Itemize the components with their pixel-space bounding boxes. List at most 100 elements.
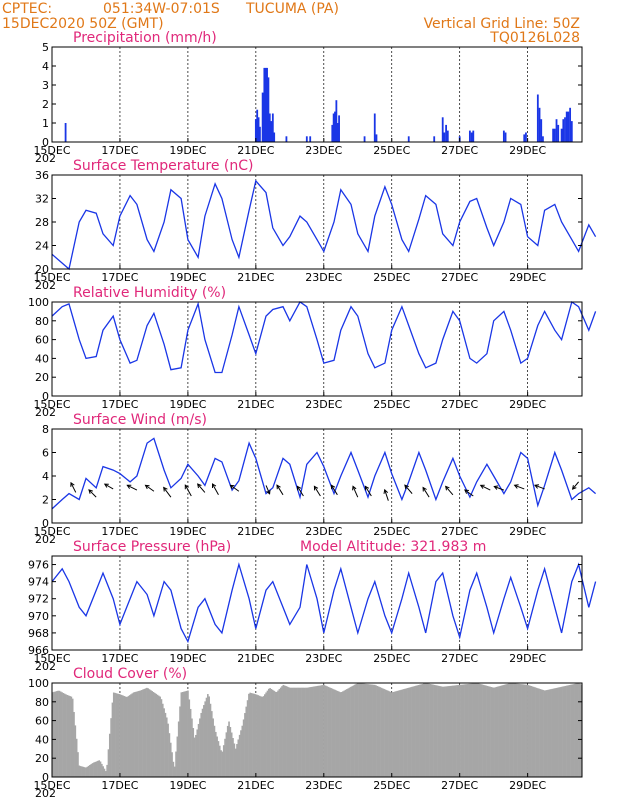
cloud-area-bar [351, 686, 354, 777]
cloud-area-bar [65, 694, 67, 777]
cloud-area-bar [93, 762, 95, 777]
cloud-area-bar [481, 684, 483, 777]
wind-arrow-head [212, 483, 217, 488]
cloud-area-bar [299, 687, 302, 777]
precip-bar [259, 126, 261, 142]
cloud-area-bar [448, 686, 450, 777]
cloud-area-bar [285, 686, 287, 777]
cloud-area-bar [354, 684, 356, 777]
cloud-area-bar [244, 713, 246, 777]
cloud-area-bar [376, 686, 379, 777]
cloud-area-bar [131, 693, 134, 777]
cloud-area-bar [151, 691, 153, 777]
cloud-area-bar [216, 736, 218, 777]
cloud-area-bar [168, 733, 171, 777]
precip-panel: Precipitation (mm/h) 0 1 2 3 4 5 15DEC 17DEC 19D… [33, 30, 583, 165]
cloud-area-bar [220, 750, 222, 777]
cloud-area-bar [90, 764, 93, 777]
cloud-area-bar [380, 687, 383, 777]
cloud-area-bar [214, 731, 217, 777]
precip-bar [331, 124, 334, 142]
cloud-ytick-label: 20 [35, 752, 49, 765]
temp-xtick-label: 23DEC [305, 271, 342, 284]
cloud-xtick-label: 21DEC [237, 779, 274, 792]
cloud-area-bar [246, 700, 249, 777]
cloud-area-bar [55, 691, 58, 777]
cloud-area-bar [277, 690, 279, 777]
cloud-title: Cloud Cover (%) [73, 666, 187, 682]
cloud-area-bar [470, 683, 473, 777]
cloud-area-bar [249, 692, 252, 777]
wind-arrow-shaft [230, 484, 240, 492]
temp-xtick-label: 27DEC [441, 271, 478, 284]
cloud-area-bar [173, 766, 176, 777]
cloud-area-bar [237, 739, 240, 777]
cloud-area-bar [497, 686, 499, 777]
cloud-area-bar [385, 690, 388, 777]
cloud-area-bar [452, 685, 454, 777]
cloud-area-bar [81, 766, 83, 777]
wind-xtick-year: 202 [35, 533, 56, 546]
press-xtick-label: 19DEC [169, 652, 206, 665]
cloud-area-bar [377, 686, 380, 777]
cloud-area-bar [388, 691, 391, 777]
temp-ytick-label: 24 [35, 240, 49, 253]
cloud-area-bar [424, 683, 426, 777]
cloud-area-bar [514, 683, 517, 777]
wind-arrow-shaft [276, 484, 284, 496]
cloud-area-bar [226, 725, 229, 777]
cloud-area-bar [368, 684, 371, 777]
wind-arrow-shaft [296, 486, 304, 497]
cloud-area-bar [440, 686, 442, 777]
cloud-area-bar [478, 683, 481, 777]
rh-xtick-label: 23DEC [305, 398, 342, 411]
cloud-area-bar [396, 690, 399, 777]
precip-bar [540, 119, 543, 142]
wind-ytick-label: 0 [42, 517, 49, 530]
cloud-area-bar [529, 685, 531, 777]
cloud-area-bar [287, 687, 290, 777]
cloud-area-bar [483, 685, 486, 777]
cloud-area-bar [556, 687, 559, 777]
cloud-area-bar [271, 689, 274, 777]
precip-xtick-label: 17DEC [101, 144, 138, 157]
wind-arrow-head [464, 489, 469, 494]
cloud-area-bar [342, 691, 344, 777]
precip-bar [335, 100, 338, 142]
cloud-area-bar [189, 708, 192, 777]
wind-arrow-head [445, 485, 450, 491]
cloud-area-bar [232, 738, 234, 777]
cloud-area-bar [559, 687, 562, 777]
wind-arrow-head [313, 485, 319, 491]
wind-arrow-head [513, 484, 519, 489]
cloud-area-bar [112, 692, 115, 777]
cloud-area-bar [469, 683, 471, 777]
cloud-area-bar [257, 695, 259, 777]
cloud-area-bar [130, 694, 132, 777]
cloud-area-bar [413, 686, 416, 777]
wind-xtick-label: 29DEC [509, 525, 546, 538]
wind-arrow-shaft [464, 489, 474, 497]
cloud-area-bar [265, 692, 267, 777]
cloud-area-bar [286, 686, 289, 777]
cloud-area-bar [95, 761, 98, 777]
cloud-area-bar [233, 743, 236, 777]
wind-arrow-head [126, 484, 132, 489]
cloud-area-bar [491, 687, 494, 777]
wind-xtick-label: 25DEC [373, 525, 410, 538]
cloud-area-bar [563, 686, 566, 777]
wind-frame [51, 428, 583, 524]
cloud-area-bar [163, 708, 165, 777]
cloud-area-bar [344, 689, 347, 777]
temp-xtick-label: 21DEC [237, 271, 274, 284]
cloud-area-bar [364, 683, 367, 777]
cloud-area-bar [183, 691, 185, 777]
rh-xtick-label: 15DEC [33, 398, 70, 411]
precip-xtick-label: 25DEC [373, 144, 410, 157]
cloud-area-bar [275, 692, 278, 777]
cloud-area-bar [108, 733, 111, 777]
cloud-area-bar [213, 725, 216, 777]
cloud-area-bar [348, 687, 351, 777]
cloud-area-bar [566, 685, 568, 777]
cloud-area-bar [527, 685, 530, 777]
